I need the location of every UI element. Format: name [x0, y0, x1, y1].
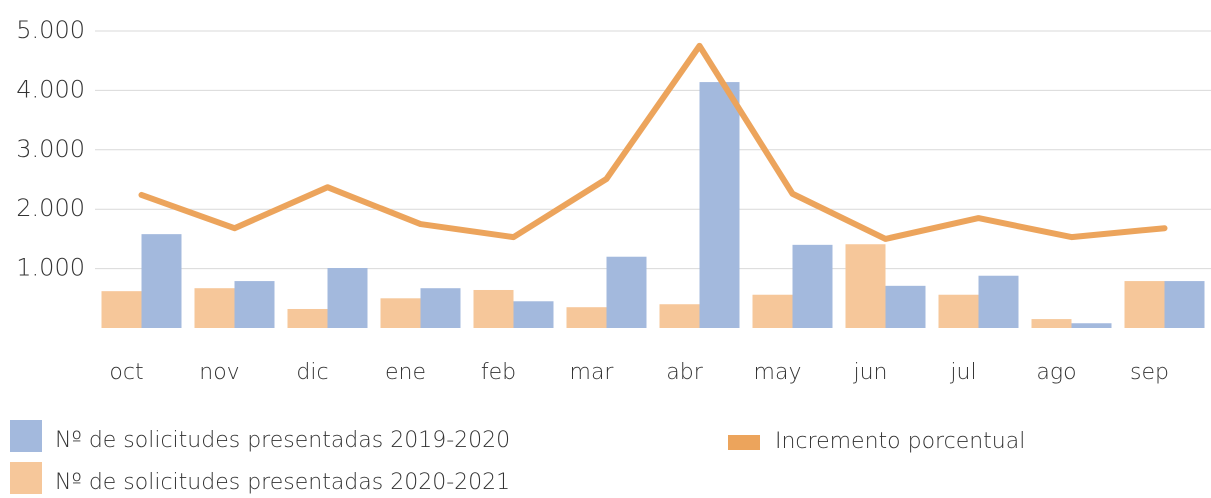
legend-swatch	[10, 420, 42, 452]
bar	[606, 256, 647, 328]
legend-label: Nº de solicitudes presentadas 2019-2020	[55, 428, 510, 453]
x-tick-label: abr	[666, 360, 703, 385]
bar	[885, 285, 926, 328]
bar	[327, 268, 368, 328]
bar	[978, 275, 1019, 328]
x-tick-label: dic	[296, 360, 328, 385]
x-tick-label: sep	[1130, 360, 1169, 385]
bar	[845, 244, 886, 328]
y-tick-label: 4.000	[16, 75, 85, 103]
bar	[513, 301, 554, 328]
y-tick-label: 3.000	[16, 135, 85, 163]
y-tick-label: 2.000	[16, 194, 85, 222]
bar	[659, 304, 700, 328]
bar	[420, 288, 461, 328]
bar	[1071, 323, 1112, 328]
x-tick-label: mar	[570, 360, 615, 385]
bar	[234, 281, 275, 328]
bar	[473, 289, 514, 328]
y-tick-label: 1.000	[16, 254, 85, 282]
x-tick-label: nov	[199, 360, 239, 385]
bar	[1124, 281, 1165, 328]
line	[138, 42, 1168, 242]
bar	[1164, 281, 1205, 328]
y-tick-label: 5.000	[16, 16, 85, 44]
legend-label: Nº de solicitudes presentadas 2020-2021	[55, 470, 510, 495]
x-tick-label: jul	[949, 360, 976, 385]
legend-label: Incremento porcentual	[775, 429, 1025, 454]
x-tick-label: ago	[1036, 360, 1076, 385]
x-tick-label: oct	[109, 360, 143, 385]
x-tick-label: jun	[853, 360, 888, 385]
legend-swatch	[728, 435, 760, 450]
x-tick-label: ene	[385, 360, 426, 385]
bar	[938, 294, 979, 328]
bar	[101, 291, 142, 328]
bar	[792, 244, 833, 328]
bar	[566, 307, 607, 328]
bar	[141, 234, 182, 328]
bar	[287, 308, 328, 328]
bar	[380, 298, 421, 328]
x-tick-label: feb	[481, 360, 516, 385]
bar	[752, 294, 793, 328]
x-tick-label: may	[754, 360, 802, 385]
bar	[194, 288, 235, 328]
bar	[699, 82, 740, 328]
bar	[1031, 319, 1072, 328]
legend-swatch	[10, 462, 42, 494]
